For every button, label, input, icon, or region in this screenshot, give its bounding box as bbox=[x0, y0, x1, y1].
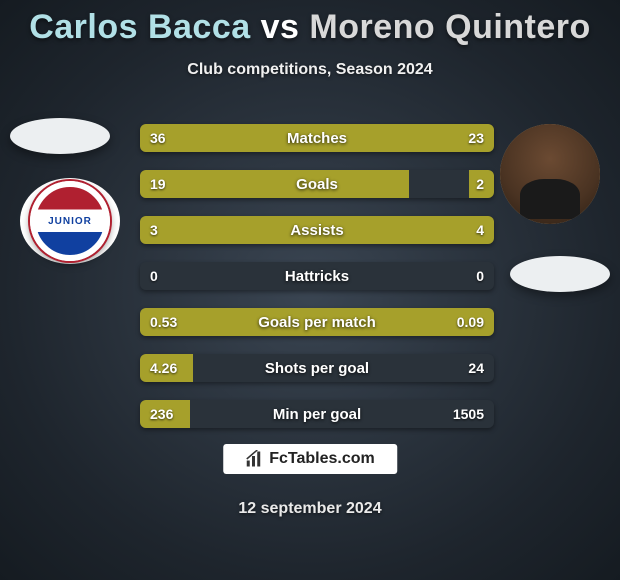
stat-value-p1: 19 bbox=[140, 170, 176, 198]
player1-avatar-placeholder bbox=[10, 118, 110, 154]
title-vs: vs bbox=[261, 8, 300, 46]
stat-label: Min per goal bbox=[140, 400, 494, 428]
stat-value-p1: 4.26 bbox=[140, 354, 187, 382]
player1-club-badge: JUNIOR bbox=[20, 178, 120, 264]
stat-row: 192Goals bbox=[140, 170, 494, 198]
stat-row: 34Assists bbox=[140, 216, 494, 244]
stat-value-p2: 1505 bbox=[443, 400, 494, 428]
stats-bars: 3623Matches192Goals34Assists00Hattricks0… bbox=[140, 124, 494, 446]
stat-value-p1: 0 bbox=[140, 262, 168, 290]
player2-avatar bbox=[500, 124, 600, 224]
stat-value-p2: 4 bbox=[466, 216, 494, 244]
stat-value-p1: 236 bbox=[140, 400, 183, 428]
stat-value-p2: 0.09 bbox=[447, 308, 494, 336]
stat-row: 4.26 24Shots per goal bbox=[140, 354, 494, 382]
bar-fill-p2 bbox=[292, 216, 494, 244]
stat-value-p2: 24 bbox=[458, 354, 494, 382]
junior-badge-icon: JUNIOR bbox=[30, 181, 110, 261]
bar-fill-p1 bbox=[140, 170, 409, 198]
stat-value-p2: 2 bbox=[466, 170, 494, 198]
fctables-logo: FcTables.com bbox=[223, 444, 397, 474]
player2-club-badge-placeholder bbox=[510, 256, 610, 292]
logo-text: FcTables.com bbox=[269, 450, 375, 468]
stat-row: 3623Matches bbox=[140, 124, 494, 152]
player2-face-icon bbox=[500, 124, 600, 224]
stat-label: Hattricks bbox=[140, 262, 494, 290]
date-label: 12 september 2024 bbox=[0, 500, 620, 518]
subtitle: Club competitions, Season 2024 bbox=[0, 61, 620, 79]
stat-value-p1: 3 bbox=[140, 216, 168, 244]
stat-row: 236 1505Min per goal bbox=[140, 400, 494, 428]
title-player1: Carlos Bacca bbox=[29, 8, 250, 46]
stat-label: Shots per goal bbox=[140, 354, 494, 382]
stat-value-p2: 0 bbox=[466, 262, 494, 290]
stat-row: 0.530.09Goals per match bbox=[140, 308, 494, 336]
stat-row: 0 0Hattricks bbox=[140, 262, 494, 290]
stat-value-p1: 36 bbox=[140, 124, 176, 152]
chart-icon bbox=[245, 450, 263, 468]
badge-text: JUNIOR bbox=[48, 216, 92, 227]
stat-value-p2: 23 bbox=[458, 124, 494, 152]
comparison-title: Carlos Bacca vs Moreno Quintero bbox=[0, 0, 620, 47]
stat-value-p1: 0.53 bbox=[140, 308, 187, 336]
title-player2: Moreno Quintero bbox=[309, 8, 590, 46]
